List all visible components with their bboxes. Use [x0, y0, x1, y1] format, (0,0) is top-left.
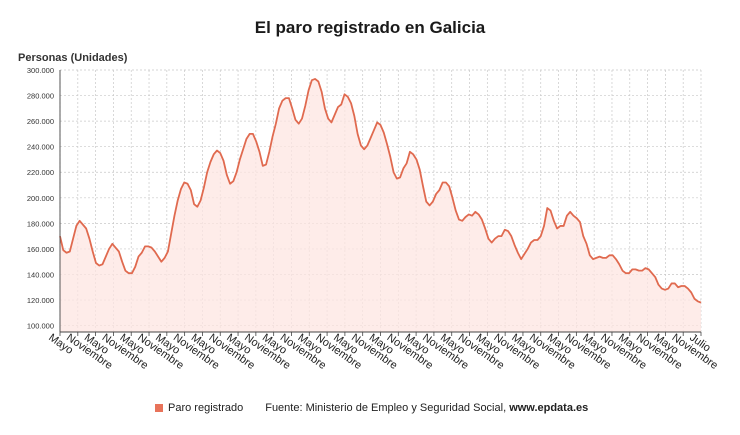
chart-title: El paro registrado en Galicia	[254, 18, 486, 37]
y-axis-label: Personas (Unidades)	[18, 52, 128, 64]
y-tick-label: 180.000	[27, 219, 54, 228]
source-link[interactable]: www.epdata.es	[509, 402, 589, 414]
y-tick-label: 300.000	[27, 66, 54, 75]
legend-label[interactable]: Paro registrado	[168, 402, 244, 414]
y-tick-label: 160.000	[27, 245, 54, 254]
axes	[59, 70, 701, 333]
x-tick-labels: MayoNoviembreMayoNoviembreMayoNoviembreM…	[46, 332, 720, 372]
series-area-fill	[60, 78, 701, 332]
legend: Paro registrado Fuente: Ministerio de Em…	[155, 402, 588, 414]
y-tick-label: 240.000	[27, 143, 54, 152]
legend-swatch	[155, 404, 163, 412]
y-tick-label: 100.000	[27, 322, 54, 331]
y-tick-label: 140.000	[27, 270, 54, 279]
y-tick-label: 280.000	[27, 92, 54, 101]
series-line[interactable]	[59, 78, 702, 304]
y-tick-label: 200.000	[27, 194, 54, 203]
source-note: Fuente: Ministerio de Empleo y Seguridad…	[265, 402, 588, 414]
y-tick-labels: 100.000 120.000 140.000 160.000 180.000 200.0…	[27, 66, 54, 331]
y-tick-label: 220.000	[27, 168, 54, 177]
y-tick-label: 120.000	[27, 296, 54, 305]
source-text: Fuente: Ministerio de Empleo y Seguridad…	[265, 402, 507, 414]
y-tick-label: 260.000	[27, 117, 54, 126]
